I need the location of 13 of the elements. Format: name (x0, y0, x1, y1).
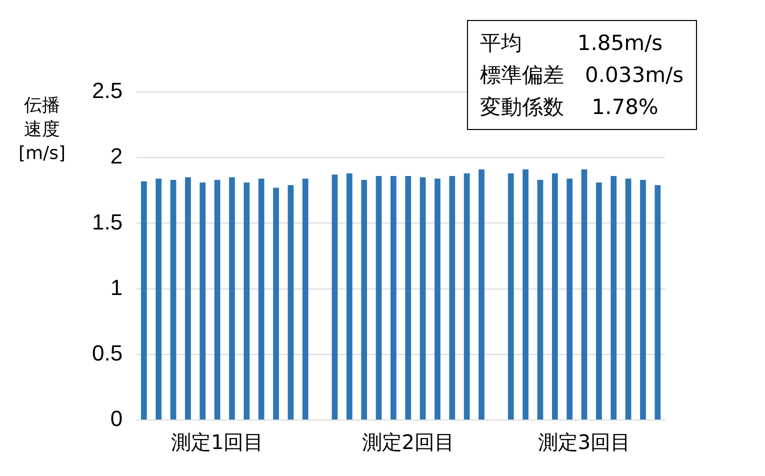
text: 標準偏差 0.033m/s (480, 62, 684, 89)
x-tick-label: 測定3回目 (538, 430, 631, 454)
y-tick-label: 2.5 (92, 78, 123, 104)
x-tick-label: 測定2回目 (362, 430, 454, 454)
text: 平均 1.85m/s (480, 30, 664, 57)
y-axis-title: 伝播速度[m/s] (17, 94, 67, 166)
y-tick-label: 1.5 (92, 209, 123, 234)
y-tick-label: 0.5 (92, 340, 123, 366)
y-tick-label: 2 (110, 144, 123, 169)
y-tick-label: 1 (110, 274, 123, 300)
y-tick-label: 0 (110, 406, 123, 432)
x-tick-label: 測定1回目 (170, 430, 264, 454)
annotation: 変動係数 1.78% (480, 94, 660, 121)
